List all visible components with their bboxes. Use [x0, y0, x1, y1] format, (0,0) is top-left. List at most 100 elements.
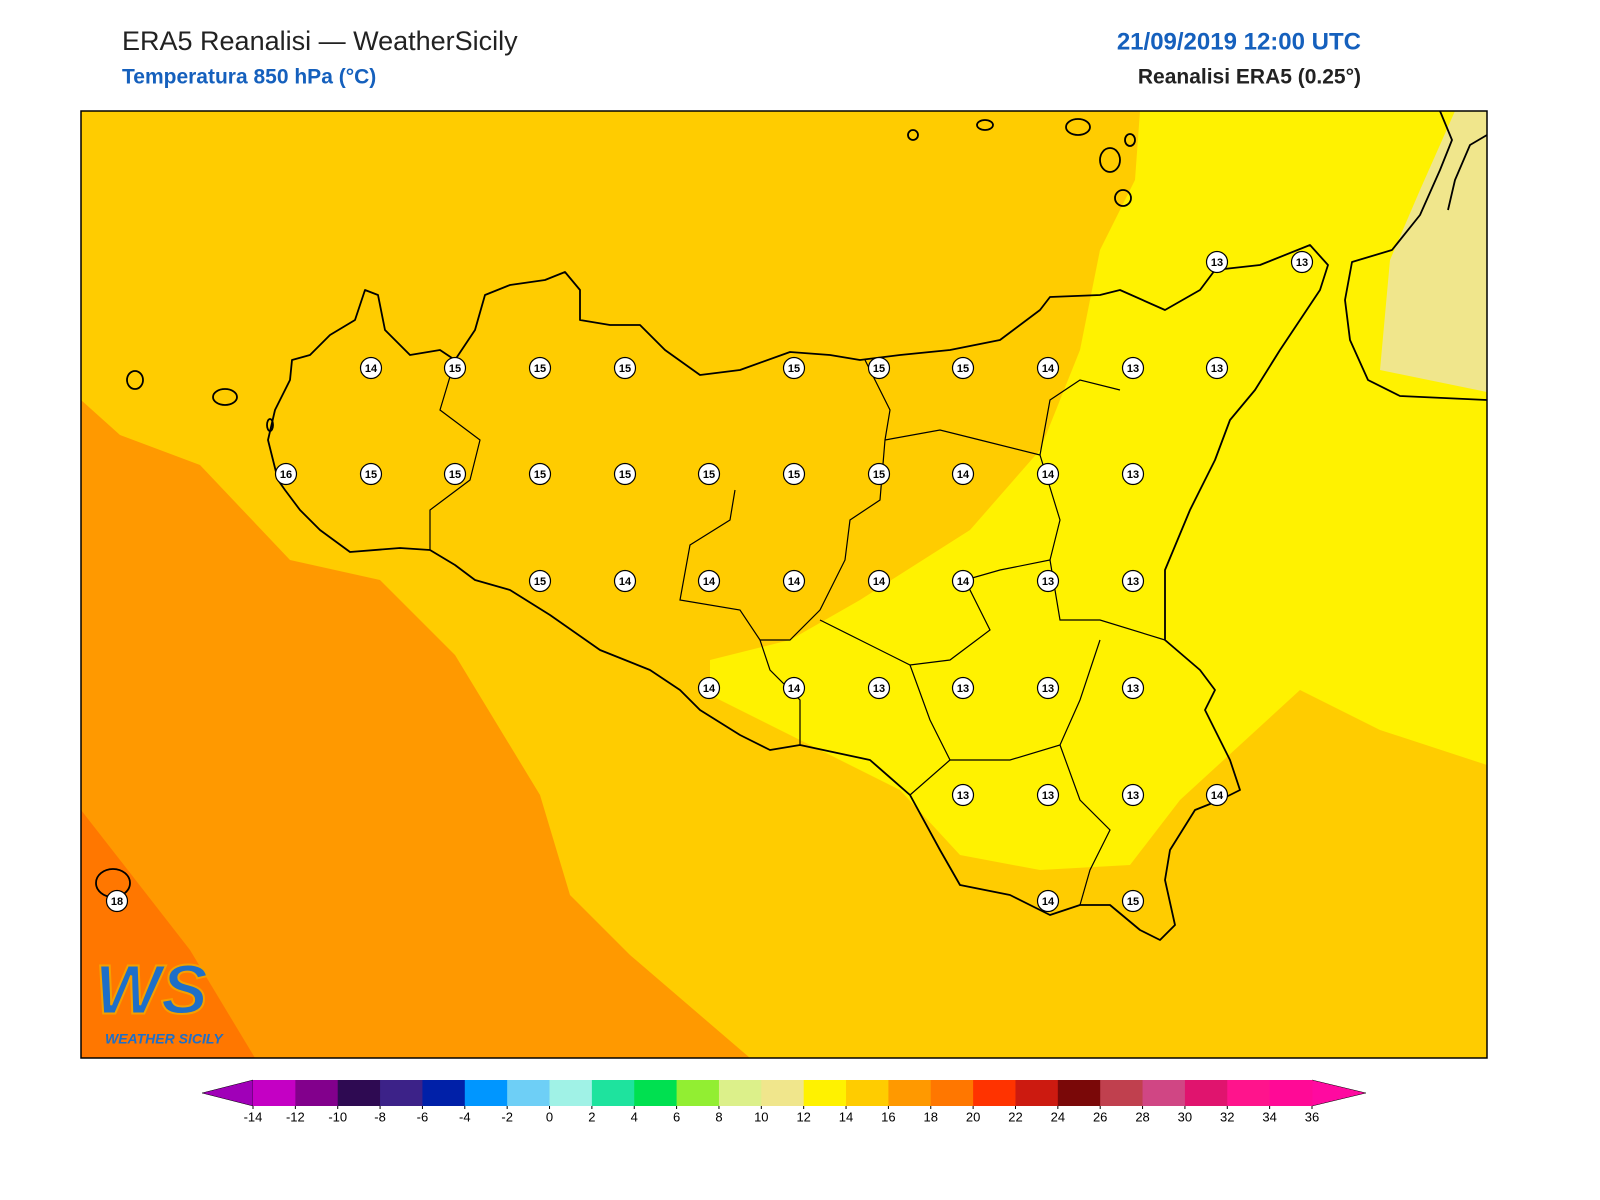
colorbar-bin [464, 1080, 508, 1106]
calabria-coast [1447, 134, 1487, 211]
station-marker [867, 676, 891, 700]
station: 14 [1205, 783, 1229, 807]
station-marker [443, 356, 467, 380]
station-value: 15 [703, 469, 715, 481]
station-value: 15 [788, 363, 800, 375]
station-value: 18 [111, 896, 123, 908]
station: 13 [1205, 356, 1229, 380]
station-marker [697, 569, 721, 593]
station-marker [274, 462, 298, 486]
colorbar-tick-label: 30 [1178, 1109, 1192, 1124]
colorbar-bin [1015, 1080, 1059, 1106]
colorbar-tick-label: 18 [924, 1109, 938, 1124]
station-value: 15 [1127, 896, 1139, 908]
station-marker [528, 569, 552, 593]
colorbar-tick-label: 8 [715, 1109, 722, 1124]
logo-name: WEATHER SICILY [105, 1031, 224, 1047]
logo: WS WEATHER SICILY [94, 949, 224, 1047]
colorbar-over [1311, 1079, 1367, 1107]
station: 13 [1205, 250, 1229, 274]
station-value: 14 [1042, 896, 1055, 908]
station-marker [1290, 250, 1314, 274]
station-value: 15 [788, 469, 800, 481]
station: 15 [697, 462, 721, 486]
province-border [429, 359, 481, 550]
province-border [679, 359, 891, 641]
station: 14 [359, 356, 383, 380]
station-value: 14 [703, 683, 716, 695]
sicily-coast [267, 244, 1329, 941]
station-value: 14 [788, 576, 801, 588]
station: 14 [1036, 889, 1060, 913]
colorbar-tick-label: -14 [244, 1109, 263, 1124]
province-border [819, 454, 1061, 666]
station-marker [359, 356, 383, 380]
station-marker [1205, 356, 1229, 380]
colorbar-tick-label: 22 [1008, 1109, 1022, 1124]
colorbar: -14 -12 -10 -8 -6 -4 -2 0 2 4 6 8 10 12 14 16 18 20 22 24 26… [201, 1079, 1367, 1124]
station: 15 [528, 356, 552, 380]
station-marker [1036, 462, 1060, 486]
station-value: 14 [1042, 469, 1055, 481]
colorbar-bin [1227, 1080, 1271, 1106]
station-marker [1036, 356, 1060, 380]
colorbar-tick-label: 32 [1220, 1109, 1234, 1124]
logo-mark: WS [95, 950, 208, 1028]
station-value: 13 [957, 790, 969, 802]
colorbar-bin [1184, 1080, 1228, 1106]
station: 15 [359, 462, 383, 486]
station: 15 [951, 356, 975, 380]
station-marker [1121, 356, 1145, 380]
station-value: 15 [873, 469, 885, 481]
station-marker [951, 356, 975, 380]
colorbar-tick-label: -4 [459, 1109, 471, 1124]
station-value: 13 [1042, 683, 1054, 695]
province-border [1059, 744, 1111, 906]
station-marker [867, 356, 891, 380]
station-marker [1121, 889, 1145, 913]
station: 15 [867, 356, 891, 380]
colorbar-bin [973, 1080, 1016, 1106]
colorbar-tick-label: -12 [286, 1109, 305, 1124]
datetime: 21/09/2019 12:00 UTC [1117, 28, 1361, 55]
station-marker [1036, 783, 1060, 807]
station-value: 13 [1042, 576, 1054, 588]
station: 18 [105, 889, 129, 913]
colorbar-bin [1100, 1080, 1144, 1106]
colorbar-tick-label: 6 [673, 1109, 680, 1124]
colorbar-bin [295, 1080, 339, 1106]
island [1114, 189, 1132, 207]
colorbar-tick-label: 12 [796, 1109, 810, 1124]
station: 14 [697, 676, 721, 700]
station-marker [528, 462, 552, 486]
colorbar-bin [1057, 1080, 1101, 1106]
island [1124, 133, 1136, 147]
station-marker [105, 889, 129, 913]
colorbar-tick-label: 28 [1135, 1109, 1149, 1124]
station-value: 15 [449, 469, 461, 481]
station: 15 [528, 569, 552, 593]
station: 15 [1121, 889, 1145, 913]
colorbar-bin [1142, 1080, 1186, 1106]
colorbar-bin [253, 1080, 296, 1106]
station-marker [697, 676, 721, 700]
station: 15 [867, 462, 891, 486]
station-value: 13 [1211, 257, 1223, 269]
station-marker [1121, 462, 1145, 486]
station: 13 [867, 676, 891, 700]
colorbar-bin [888, 1080, 932, 1106]
station: 14 [613, 569, 637, 593]
colorbar-bin [676, 1080, 720, 1106]
island [907, 129, 919, 141]
station: 15 [443, 462, 467, 486]
station-value: 16 [280, 469, 292, 481]
station-value: 14 [957, 469, 970, 481]
station-value: 13 [1127, 469, 1139, 481]
station-value: 13 [873, 683, 885, 695]
station: 14 [951, 569, 975, 593]
calabria-coast [1344, 111, 1487, 401]
station-marker [528, 356, 552, 380]
colorbar-bin [761, 1080, 805, 1106]
